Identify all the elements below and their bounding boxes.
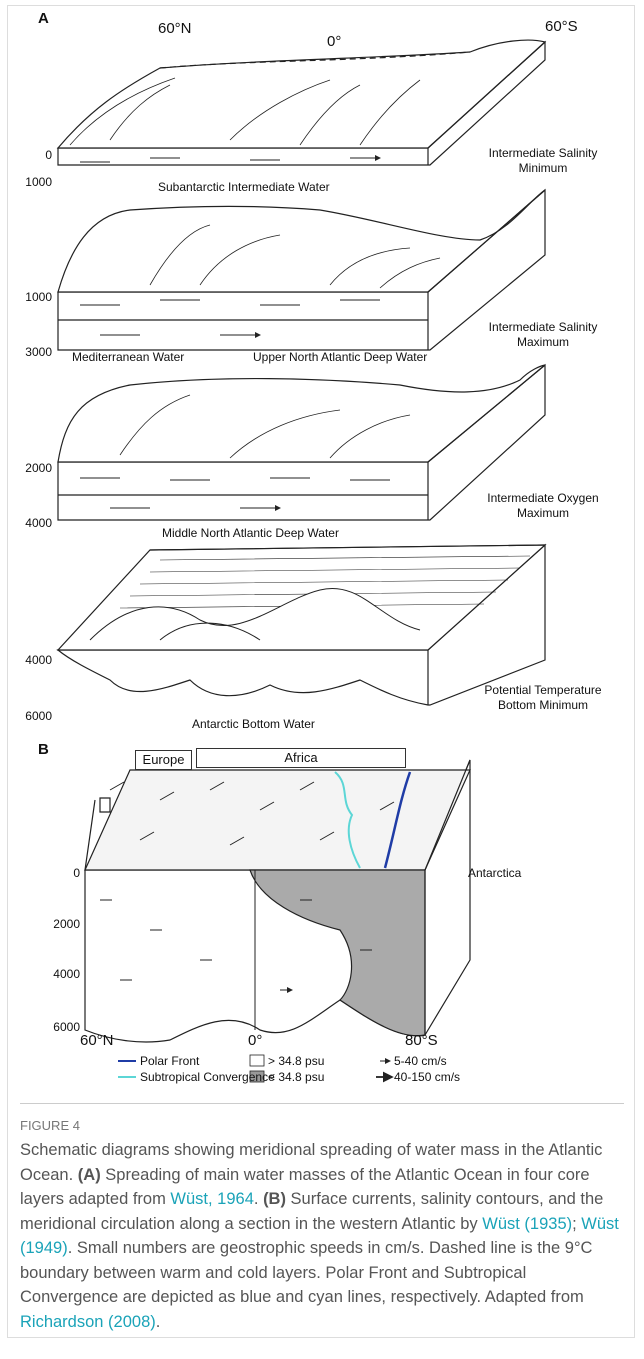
water-label: Antarctic Bottom Water [192, 717, 315, 731]
caption-panel-ref: (B) [263, 1190, 286, 1208]
depth-label: 1000 [25, 290, 52, 304]
lat-label: 80°S [405, 1032, 438, 1049]
continent-label: Europe [135, 750, 192, 770]
depth-label: 2000 [25, 461, 52, 475]
caption-panel-ref: (A) [77, 1165, 101, 1184]
continent-label: Antarctica [468, 866, 522, 880]
figure-frame [7, 5, 635, 1338]
side-label: Intermediate Salinity Maximum [488, 320, 598, 349]
panel-label: B [38, 741, 49, 758]
depth-label: 6000 [25, 709, 52, 723]
water-label: Middle North Atlantic Deep Water [162, 526, 339, 540]
depth-label: 0 [45, 148, 52, 162]
caption: Schematic diagrams showing meridional sp… [20, 1138, 624, 1334]
depth-label: 1000 [25, 175, 52, 189]
citation-link[interactable]: Richardson (2008) [20, 1312, 156, 1331]
caption-text: . [253, 1190, 264, 1208]
legend-label: Subtropical Convergence [140, 1070, 275, 1084]
caption-text: Schematic diagrams showing meridional sp… [20, 1141, 603, 1184]
side-label: Potential Temperature Bottom Minimum [484, 683, 602, 712]
citation-link[interactable]: Wüst (1935) [482, 1214, 573, 1233]
legend-label: Polar Front [140, 1054, 200, 1068]
depth-label: 6000 [53, 1020, 80, 1034]
lat-label: 60°S [545, 18, 578, 35]
caption-text: Spreading of main water masses of the At… [20, 1165, 590, 1209]
side-label: Intermediate Oxygen Maximum [487, 491, 599, 520]
citation-link[interactable]: Wüst, 1964 [170, 1190, 254, 1208]
continent-label: Africa [196, 748, 406, 768]
caption-text: ; [572, 1214, 582, 1233]
block-1 [56, 39, 547, 166]
depth-label: 0 [73, 866, 80, 880]
legend-label: > 34.8 psu [268, 1054, 325, 1068]
depth-label: 2000 [53, 917, 80, 931]
lat-label: 0° [248, 1032, 263, 1049]
legend-label: 5-40 cm/s [394, 1054, 447, 1068]
water-label: Subantarctic Intermediate Water [158, 180, 330, 194]
depth-label: 3000 [25, 345, 52, 359]
legend-label: < 34.8 psu [268, 1070, 325, 1084]
lat-label: 60°N [80, 1032, 114, 1049]
water-label: Upper North Atlantic Deep Water [253, 350, 428, 364]
depth-label: 4000 [25, 653, 52, 667]
caption-text: . Small numbers are geostrophic speeds i… [20, 1239, 593, 1306]
block-4 [56, 543, 547, 706]
side-label: Intermediate Salinity Minimum [488, 146, 598, 175]
lat-label: 60°N [158, 20, 192, 37]
citation-link[interactable]: Wüst (1949) [20, 1214, 619, 1258]
caption-text: . [155, 1312, 161, 1331]
legend-marks [118, 1054, 394, 1083]
figure-label: FIGURE 4 [20, 1118, 80, 1133]
separator [20, 1103, 624, 1104]
caption-text: Surface currents, salinity contours, and… [20, 1190, 604, 1233]
lat-label: 0° [327, 33, 342, 50]
block-2 [57, 188, 546, 351]
water-label: Mediterranean Water [72, 350, 185, 364]
panel-b-drawing [84, 759, 471, 1043]
block-3 [57, 363, 546, 521]
depth-label: 4000 [25, 516, 52, 530]
figure-drawing [56, 39, 547, 1083]
depth-label: 4000 [53, 967, 80, 981]
legend-label: 40-150 cm/s [394, 1070, 461, 1084]
panel-label: A [38, 10, 49, 27]
